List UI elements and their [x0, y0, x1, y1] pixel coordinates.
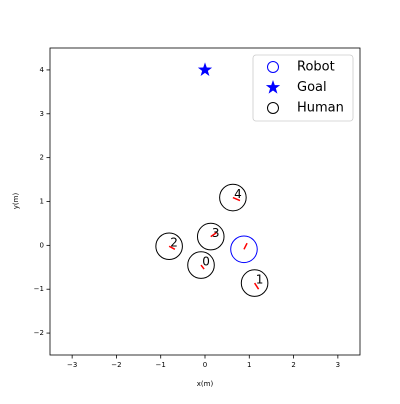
- y-tick-label: 0: [40, 241, 44, 249]
- legend-label: Human: [297, 101, 344, 116]
- human-label: 4: [234, 187, 242, 201]
- x-tick-label: 3: [336, 361, 340, 369]
- velocity-arrow: [200, 264, 205, 270]
- human-circle: [219, 183, 247, 212]
- x-tick-label: −3: [67, 361, 77, 369]
- x-axis-label: x(m): [197, 380, 214, 388]
- x-tick-label: −1: [156, 361, 166, 369]
- velocity-arrow: [210, 232, 217, 238]
- legend-marker: [267, 102, 279, 114]
- x-tick-label: 0: [203, 361, 207, 369]
- legend-box: [252, 54, 354, 122]
- human-circle: [187, 251, 215, 279]
- human-circle: [240, 269, 269, 297]
- y-tick-label: 1: [40, 198, 44, 206]
- y-tick-label: 3: [40, 110, 44, 118]
- x-tick-label: 2: [291, 361, 295, 369]
- human-circle: [196, 222, 225, 251]
- human-label: 1: [256, 273, 264, 287]
- goal-marker: [197, 62, 213, 76]
- robot-circle: [230, 235, 258, 264]
- velocity-arrow: [253, 282, 260, 290]
- x-tick-label: −2: [111, 361, 121, 369]
- velocity-arrow: [168, 245, 176, 250]
- plot-frame: [49, 47, 361, 356]
- y-tick-label: 2: [40, 154, 44, 162]
- human-label: 3: [212, 226, 220, 240]
- y-tick-label: −1: [34, 285, 44, 293]
- x-tick-label: 1: [247, 361, 251, 369]
- human-label: 0: [202, 255, 210, 269]
- y-tick-label: 4: [40, 66, 45, 74]
- human-circle: [155, 232, 183, 261]
- legend-label: Robot: [297, 60, 335, 75]
- y-axis-label: y(m): [12, 193, 20, 210]
- y-tick-label: −2: [34, 329, 44, 337]
- velocity-arrow: [232, 196, 241, 202]
- velocity-arrow: [243, 242, 248, 250]
- legend-marker: [267, 61, 279, 73]
- legend-label: Goal: [297, 80, 327, 95]
- human-label: 2: [170, 236, 178, 250]
- legend-marker: [265, 80, 281, 94]
